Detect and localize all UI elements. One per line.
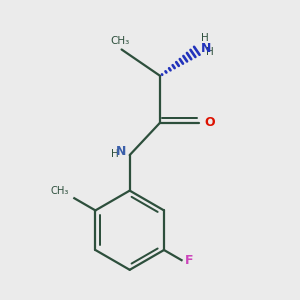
Text: F: F xyxy=(185,254,194,267)
Text: N: N xyxy=(201,42,211,55)
Text: CH₃: CH₃ xyxy=(51,186,69,196)
Text: O: O xyxy=(205,116,215,129)
Text: H: H xyxy=(201,33,208,43)
Text: CH₃: CH₃ xyxy=(110,36,129,46)
Text: H: H xyxy=(206,46,214,56)
Text: H: H xyxy=(111,149,118,159)
Text: N: N xyxy=(116,145,126,158)
